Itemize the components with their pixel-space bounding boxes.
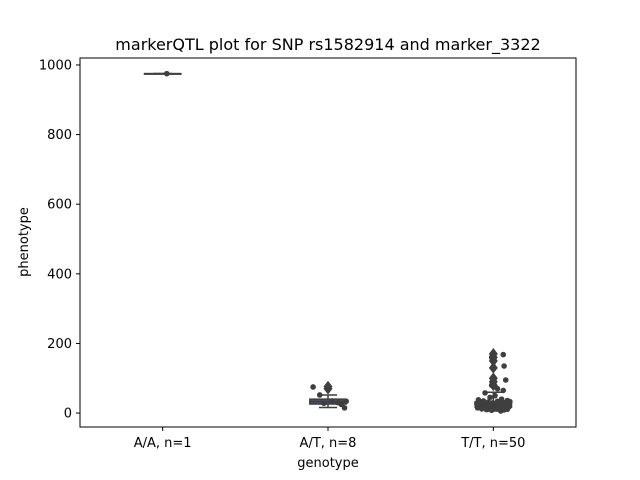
chart-title: markerQTL plot for SNP rs1582914 and mar… (115, 35, 540, 55)
box-flier (323, 380, 333, 393)
data-point (329, 398, 335, 404)
data-point (500, 387, 507, 394)
data-point (338, 401, 345, 408)
box-flier (488, 372, 498, 385)
data-point (310, 384, 316, 390)
data-point (341, 405, 348, 411)
data-point (487, 394, 493, 401)
y-tick-label: 1000 (39, 58, 72, 73)
data-point (497, 408, 504, 414)
plot-area (143, 70, 513, 414)
data-point (502, 377, 509, 383)
box-1 (143, 72, 182, 75)
data-point (488, 407, 495, 414)
data-point (490, 358, 497, 364)
axes-frame (79, 57, 577, 428)
data-point (494, 385, 501, 392)
data-point (492, 392, 498, 399)
data-point (488, 382, 495, 389)
y-axis-label: phenotype (17, 207, 32, 277)
y-tick-label: 200 (47, 337, 72, 352)
y-tick-label: 800 (47, 128, 72, 143)
x-axis-label: genotype (297, 456, 358, 471)
x-tick-label: T/T, n=50 (460, 436, 525, 451)
data-point (501, 363, 507, 369)
data-point (482, 390, 488, 396)
data-point (164, 70, 170, 77)
y-tick-label: 0 (64, 407, 72, 422)
data-point (478, 406, 485, 412)
box-flier (488, 361, 498, 374)
data-point (493, 406, 500, 412)
data-point (343, 398, 349, 405)
axes: 0 200 400 600 800 1000 A/A, n=1 A/T, n=8 T/T, n=… (39, 58, 526, 451)
data-point (500, 351, 507, 358)
data-point (316, 392, 323, 398)
y-tick-label: 400 (47, 267, 72, 282)
data-point (321, 400, 327, 407)
x-tick-label: A/T, n=8 (300, 436, 357, 451)
y-tick-label: 600 (47, 198, 72, 213)
data-point (483, 406, 490, 413)
x-tick-label: A/A, n=1 (134, 436, 192, 451)
